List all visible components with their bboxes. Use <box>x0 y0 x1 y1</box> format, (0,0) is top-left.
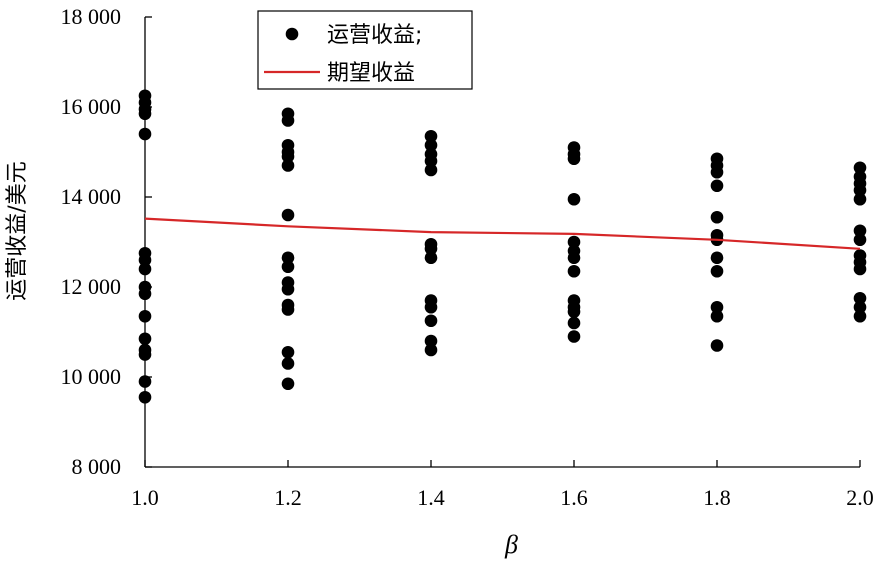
scatter-point <box>281 303 295 316</box>
x-tick-label: 1.8 <box>703 485 731 510</box>
y-tick-label: 18 000 <box>61 4 122 29</box>
scatter-point <box>853 262 867 276</box>
x-tick-label: 1.6 <box>560 485 588 510</box>
scatter-point <box>567 316 581 330</box>
scatter-point <box>281 282 295 296</box>
expected-revenue-line <box>144 217 861 250</box>
scatter-point <box>567 152 581 166</box>
scatter-point <box>281 251 295 265</box>
scatter-point <box>424 129 438 143</box>
scatter-point <box>424 242 438 256</box>
scatter-point <box>853 192 867 206</box>
scatter-point <box>138 253 152 267</box>
x-tick-label: 2.0 <box>846 485 874 510</box>
scatter-point <box>567 235 581 249</box>
scatter-point <box>710 179 724 193</box>
x-axis-label: β <box>504 530 518 559</box>
scatter-point <box>710 210 724 224</box>
scatter-point <box>853 233 867 247</box>
scatter-point <box>710 300 724 314</box>
scatter-point <box>853 183 867 197</box>
ticks: 1.0 1.2 1.4 1.6 1.8 2.0 8 000 10 000 12 000 14 00… <box>61 4 874 510</box>
scatter-point <box>567 251 581 265</box>
scatter-point <box>424 138 438 152</box>
scatter-point <box>281 345 295 359</box>
scatter-point <box>853 300 867 314</box>
legend-entry-scatter: 运营收益; <box>327 23 422 48</box>
scatter-point <box>710 264 724 278</box>
scatter-point <box>281 159 295 172</box>
scatter-point <box>281 114 295 127</box>
scatter-point <box>281 208 295 222</box>
scatter-point <box>138 107 152 121</box>
legend-box <box>257 10 473 90</box>
x-tick-label: 1.0 <box>131 485 159 510</box>
scatter-point <box>853 161 867 175</box>
scatter-point <box>138 287 152 301</box>
line-series <box>144 217 861 250</box>
scatter-point <box>567 192 581 206</box>
scatter-point <box>710 165 724 179</box>
scatter-point <box>281 260 295 274</box>
scatter-points <box>138 89 867 404</box>
y-tick-label: 10 000 <box>61 364 122 389</box>
legend-entry-line: 期望收益 <box>327 61 415 86</box>
scatter-point <box>281 150 295 163</box>
x-tick-label: 1.4 <box>417 485 445 510</box>
scatter-point <box>138 262 152 276</box>
scatter-point <box>138 332 152 346</box>
y-axis-label: 运营收益/美元 <box>5 161 30 300</box>
scatter-point <box>710 309 724 323</box>
scatter-point <box>424 251 438 265</box>
scatter-point <box>424 343 438 357</box>
scatter-point <box>567 264 581 278</box>
scatter-point <box>853 291 867 305</box>
scatter-point <box>424 314 438 328</box>
y-tick-label: 14 000 <box>61 184 122 209</box>
y-tick-label: 16 000 <box>61 94 122 119</box>
scatter-point <box>853 224 867 238</box>
scatter-point <box>567 305 581 319</box>
x-tick-label: 1.2 <box>274 485 302 510</box>
scatter-point <box>424 300 438 314</box>
scatter-point <box>710 251 724 265</box>
scatter-point <box>138 375 152 388</box>
scatter-point <box>138 127 152 141</box>
y-tick-label: 12 000 <box>61 274 122 299</box>
scatter-point <box>138 390 152 404</box>
scatter-point <box>424 163 438 177</box>
scatter-point <box>138 309 152 323</box>
scatter-point <box>853 309 867 323</box>
scatter-point <box>424 154 438 168</box>
scatter-point <box>281 357 295 370</box>
scatter-point <box>710 339 724 352</box>
scatter-point <box>138 348 152 361</box>
y-tick-label: 8 000 <box>72 454 122 479</box>
legend: 运营收益; 期望收益 <box>257 10 473 90</box>
scatter-point <box>567 330 581 343</box>
legend-marker-scatter <box>285 27 299 41</box>
scatter-point <box>424 334 438 348</box>
scatter-point <box>281 377 295 391</box>
